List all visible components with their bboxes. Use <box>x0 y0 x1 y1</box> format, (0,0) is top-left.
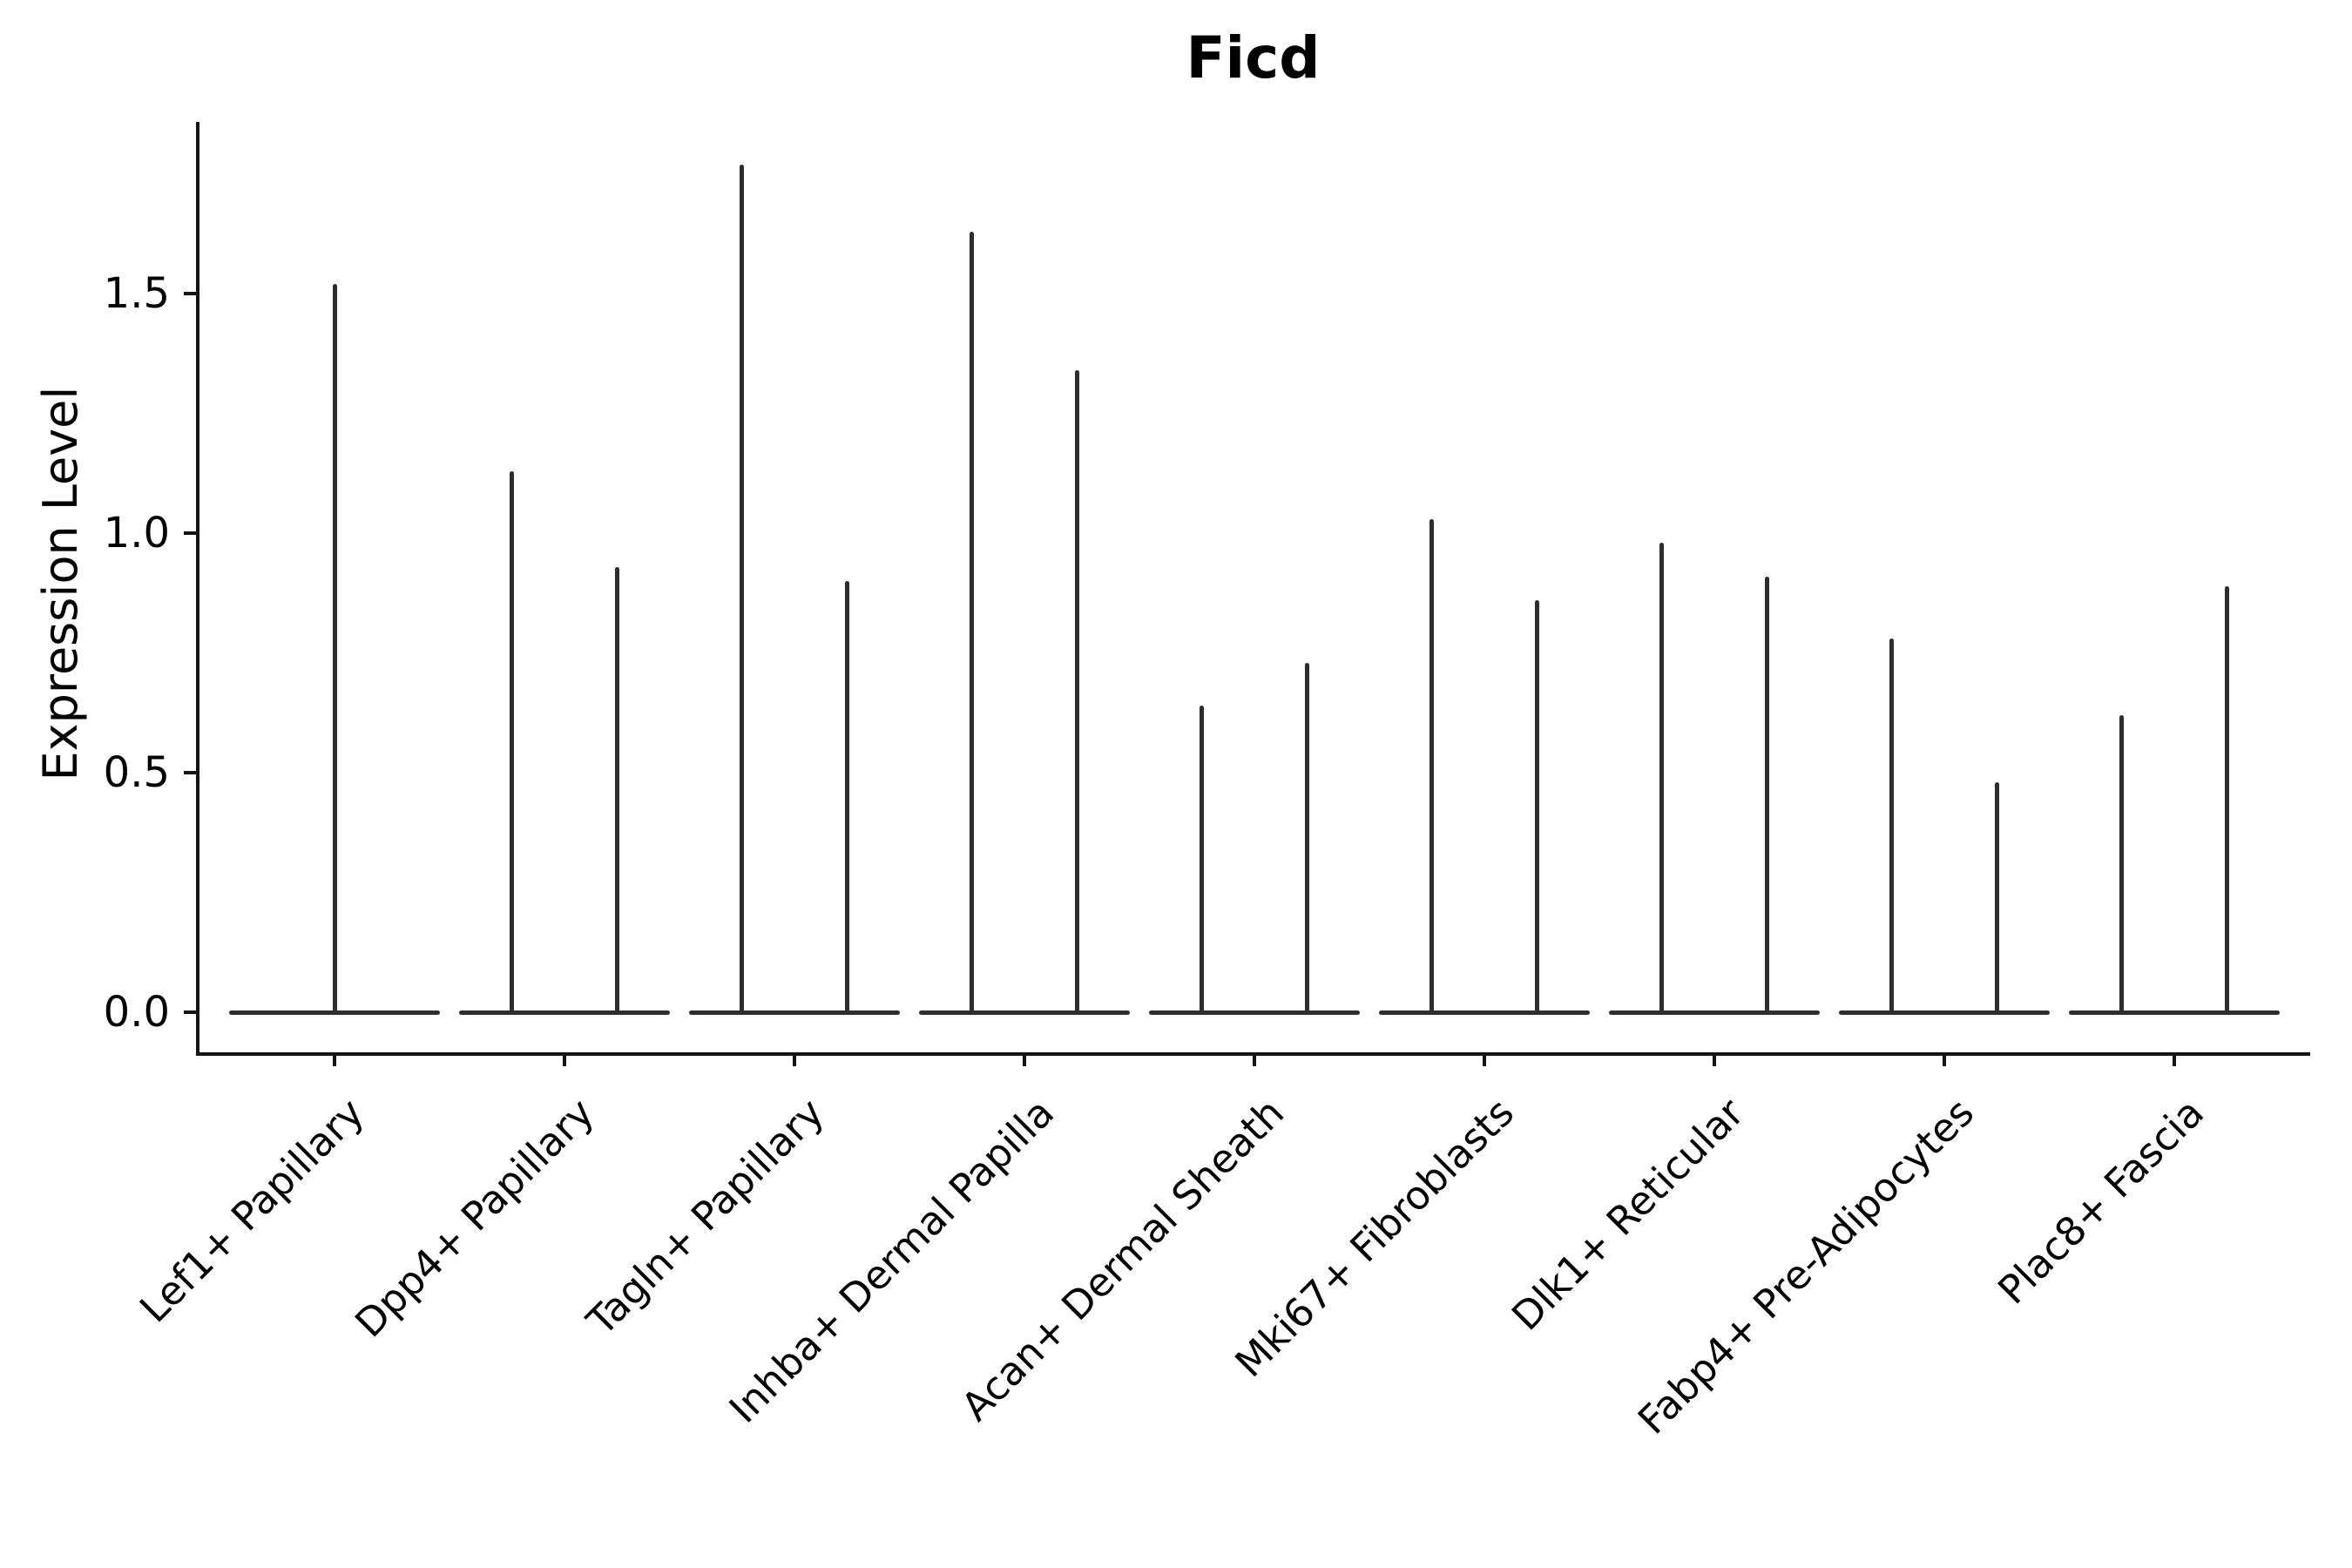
x-tick <box>2173 1054 2176 1066</box>
x-tick <box>1253 1054 1256 1066</box>
violin-spike <box>1995 782 2000 1014</box>
violin-base <box>689 1010 900 1015</box>
violin-base <box>1609 1010 1820 1015</box>
x-tick-label: Dlk1+ Reticular <box>1503 1089 1754 1340</box>
violin-spike <box>739 164 744 1014</box>
x-tick <box>333 1054 336 1066</box>
y-tick <box>184 771 196 774</box>
violin-spike <box>1429 518 1434 1014</box>
violin-spike <box>1535 600 1540 1014</box>
x-tick <box>563 1054 566 1066</box>
violin-spike <box>845 581 850 1014</box>
x-tick <box>1943 1054 1946 1066</box>
violin-base <box>459 1010 670 1015</box>
x-tick-label: Plac8+ Fascia <box>1989 1089 2213 1314</box>
violin-base <box>1839 1010 2050 1015</box>
x-tick-label: Inhba+ Dermal Papilla <box>720 1089 1064 1432</box>
violin-spike <box>1889 639 1894 1014</box>
x-tick-label: Dpp4+ Papillary <box>346 1089 604 1347</box>
y-tick-label: 1.0 <box>103 509 170 558</box>
violin-spike <box>615 566 620 1014</box>
violin-base <box>1149 1010 1360 1015</box>
x-tick <box>1713 1054 1716 1066</box>
x-tick <box>1023 1054 1026 1066</box>
y-tick <box>184 531 196 535</box>
y-axis-spine <box>196 122 199 1056</box>
violin-spike <box>1305 662 1310 1014</box>
x-tick-label: Tagln+ Papillary <box>578 1089 834 1345</box>
violin-spike <box>509 470 514 1014</box>
y-tick <box>184 292 196 295</box>
violin-spike <box>2119 715 2124 1014</box>
y-tick-label: 0.5 <box>103 748 170 797</box>
violin-spike <box>1659 543 1664 1014</box>
violin-base <box>2069 1010 2280 1015</box>
chart-title: Ficd <box>1186 24 1321 91</box>
x-tick-label: Fabp4+ Pre-Adipocytes <box>1629 1089 1984 1443</box>
y-tick-label: 1.5 <box>103 269 170 318</box>
y-tick-label: 0.0 <box>103 988 170 1037</box>
violin-spike <box>1199 706 1204 1014</box>
x-tick-label: Mki67+ Fibroblasts <box>1226 1089 1524 1387</box>
violin-spike <box>1075 370 1080 1014</box>
violin-base <box>919 1010 1130 1015</box>
violin-base <box>1379 1010 1590 1015</box>
violin-spike <box>1765 576 1770 1014</box>
x-tick-label: Acan+ Dermal Sheath <box>952 1089 1294 1430</box>
violin-spike <box>332 284 337 1014</box>
violin-spike <box>969 231 974 1014</box>
x-tick <box>1483 1054 1486 1066</box>
y-tick <box>184 1010 196 1014</box>
violin-spike <box>2225 585 2230 1014</box>
x-tick <box>793 1054 796 1066</box>
